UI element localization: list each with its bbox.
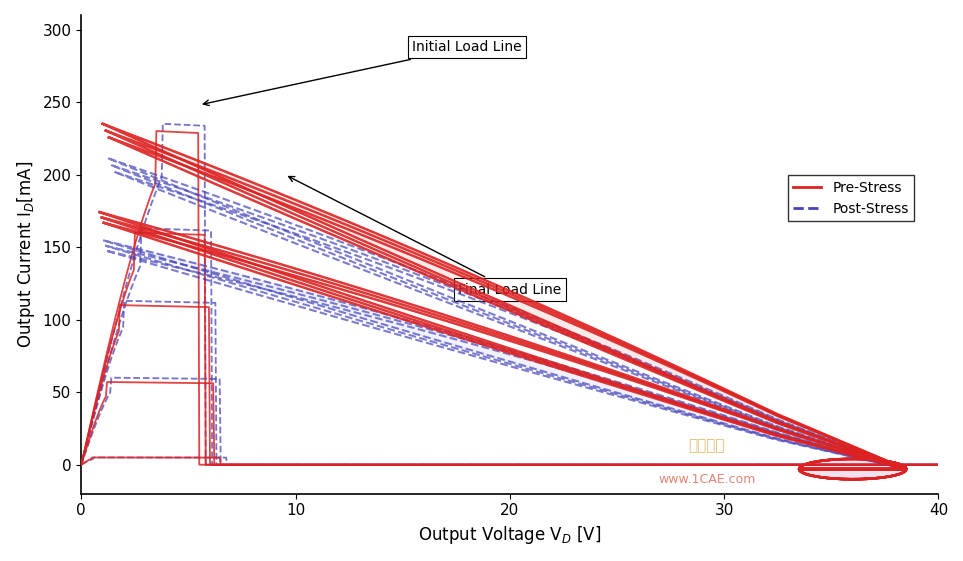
Text: 仿真在线: 仿真在线 <box>689 438 725 453</box>
Text: www.1CAE.com: www.1CAE.com <box>659 473 756 486</box>
X-axis label: Output Voltage V$_D$ [V]: Output Voltage V$_D$ [V] <box>418 524 602 546</box>
Text: Initial Load Line: Initial Load Line <box>203 40 522 105</box>
Text: Final Load Line: Final Load Line <box>289 177 561 297</box>
Polygon shape <box>103 240 906 479</box>
Y-axis label: Output Current I$_D$[mA]: Output Current I$_D$[mA] <box>15 161 37 348</box>
Polygon shape <box>103 124 906 479</box>
Legend: Pre-Stress, Post-Stress: Pre-Stress, Post-Stress <box>788 175 914 221</box>
